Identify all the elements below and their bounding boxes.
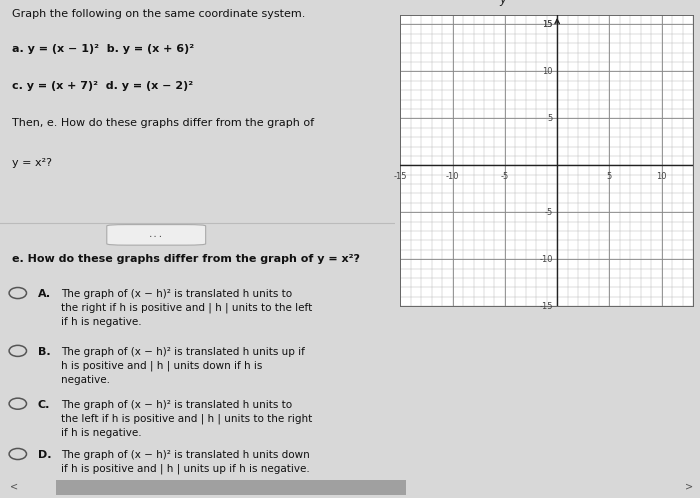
Text: 5: 5 bbox=[607, 172, 612, 181]
Text: y: y bbox=[499, 0, 506, 6]
Text: B.: B. bbox=[38, 347, 50, 357]
Text: D.: D. bbox=[38, 450, 51, 460]
Text: <: < bbox=[10, 482, 18, 492]
Text: C.: C. bbox=[38, 400, 50, 410]
Text: 5: 5 bbox=[547, 114, 553, 123]
Text: Graph the following on the same coordinate system.: Graph the following on the same coordina… bbox=[12, 9, 305, 19]
Text: 15: 15 bbox=[542, 20, 553, 29]
Text: -10: -10 bbox=[446, 172, 459, 181]
Text: 10: 10 bbox=[657, 172, 667, 181]
Text: c. y = (x + 7)²  d. y = (x − 2)²: c. y = (x + 7)² d. y = (x − 2)² bbox=[12, 81, 193, 91]
Text: -15: -15 bbox=[393, 172, 407, 181]
Text: e. How do these graphs differ from the graph of y = x²?: e. How do these graphs differ from the g… bbox=[12, 254, 360, 264]
Text: The graph of (x − h)² is translated h units down
if h is positive and | h | unit: The graph of (x − h)² is translated h un… bbox=[62, 450, 310, 474]
Text: The graph of (x − h)² is translated h units to
the left if h is positive and | h: The graph of (x − h)² is translated h un… bbox=[62, 400, 313, 438]
Text: y = x²?: y = x²? bbox=[12, 158, 52, 168]
Text: >: > bbox=[685, 482, 694, 492]
Text: ...: ... bbox=[148, 230, 164, 239]
Text: The graph of (x − h)² is translated h units to
the right if h is positive and | : The graph of (x − h)² is translated h un… bbox=[62, 289, 313, 327]
Text: A.: A. bbox=[38, 289, 50, 299]
Text: -5: -5 bbox=[500, 172, 509, 181]
FancyBboxPatch shape bbox=[107, 225, 206, 245]
Text: 15: 15 bbox=[542, 20, 553, 29]
FancyBboxPatch shape bbox=[56, 480, 406, 495]
Text: a. y = (x − 1)²  b. y = (x + 6)²: a. y = (x − 1)² b. y = (x + 6)² bbox=[12, 44, 194, 54]
Text: -10: -10 bbox=[540, 255, 553, 264]
Text: -5: -5 bbox=[545, 208, 553, 217]
Text: -15: -15 bbox=[540, 302, 553, 311]
Text: 10: 10 bbox=[542, 67, 553, 76]
Text: The graph of (x − h)² is translated h units up if
h is positive and | h | units : The graph of (x − h)² is translated h un… bbox=[62, 347, 305, 385]
Text: Then, e. How do these graphs differ from the graph of: Then, e. How do these graphs differ from… bbox=[12, 119, 314, 128]
